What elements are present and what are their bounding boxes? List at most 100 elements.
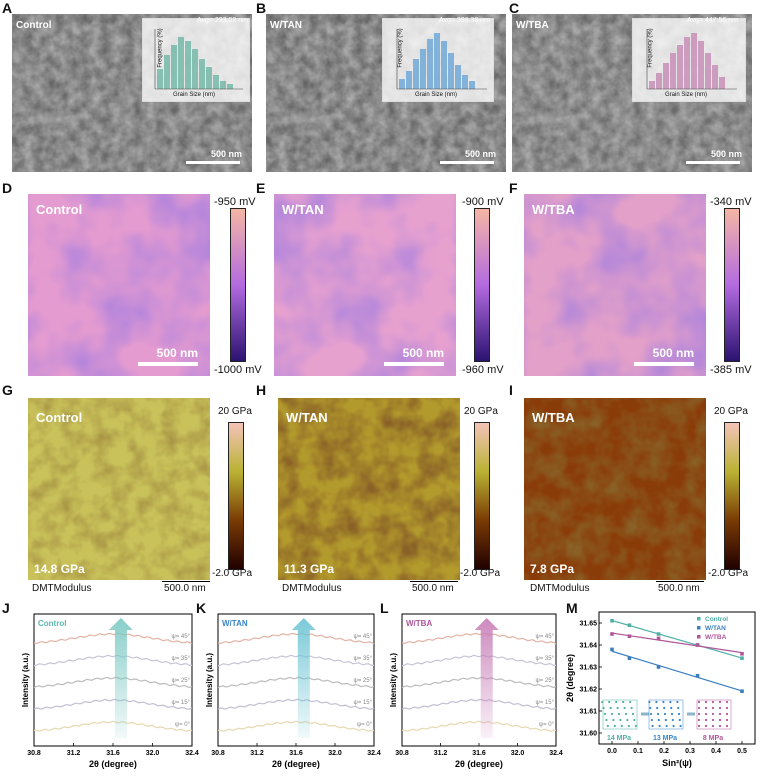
- lattice-atom: [649, 712, 653, 716]
- x-tick-label: 32.0: [511, 750, 525, 757]
- xrd-panel-0: ψ= 45° ψ= 35° ψ= 25° ψ= 15° ψ= 0° Control 30.8…: [21, 613, 199, 769]
- histogram-inset: Frequency (%) Grain Size (nm): [142, 18, 250, 102]
- data-point: [740, 689, 744, 693]
- lattice-sketch: [696, 699, 732, 730]
- kpfm-colorbar: [474, 208, 490, 362]
- xrd-curve: [33, 632, 193, 645]
- colorbar-min: -960 mV: [462, 364, 504, 376]
- lattice-atom: [704, 718, 708, 722]
- data-point: [656, 665, 661, 669]
- histogram-bars: [157, 37, 233, 89]
- psi-label: ψ= 45°: [535, 634, 554, 640]
- x-axis-label: 2θ (degree): [455, 759, 503, 769]
- colorbar-max: -340 mV: [710, 196, 752, 208]
- lattice-atom: [606, 724, 609, 728]
- x-tick-label: 31.2: [250, 750, 264, 757]
- kpfm-map-wtan: W/TAN 500 nm: [274, 194, 456, 376]
- lattice-frame: [696, 699, 732, 730]
- lattice-atom: [671, 718, 674, 722]
- lattice-atom: [704, 700, 708, 704]
- x-tick-label: 31.2: [67, 750, 81, 757]
- lattice-atom: [663, 712, 667, 716]
- y-axis-label: 2θ (degree): [565, 654, 575, 702]
- psi-label: ψ= 45°: [353, 634, 372, 640]
- data-point: [695, 643, 700, 647]
- psi-label: ψ= 15°: [535, 700, 554, 706]
- y-axis-label: Intensity (a.u.): [21, 653, 30, 708]
- scale-bar: [656, 581, 704, 582]
- kpfm-colorbar: [230, 208, 246, 362]
- colorbar-max: 20 GPa: [464, 406, 498, 417]
- modulus-value: 11.3 GPa: [284, 562, 335, 576]
- x-tick-label: 32.4: [549, 750, 563, 757]
- colorbar-max: 20 GPa: [218, 406, 252, 417]
- sem-title: W/TBA: [516, 20, 549, 31]
- histogram-xlabel: Grain Size (nm): [415, 92, 458, 98]
- histogram-bars: [649, 33, 725, 89]
- y-tick-label: 31.60: [579, 731, 597, 738]
- fit-line: [611, 650, 743, 692]
- x-tick-label: 31.6: [472, 750, 486, 757]
- psi-label: ψ= 25°: [353, 678, 372, 684]
- lattice-atom: [704, 706, 708, 710]
- xrd-title: W/TAN: [222, 619, 248, 628]
- lattice-atom: [697, 700, 701, 704]
- fit-line: [611, 619, 743, 659]
- scale-bar: [162, 581, 210, 582]
- lattice-atom: [718, 724, 722, 728]
- lattice-atom: [718, 706, 722, 710]
- kpfm-title: Control: [36, 202, 83, 217]
- y-tick-label: 31.63: [579, 665, 597, 672]
- lattice-atom: [677, 712, 681, 716]
- scale-bar-label: 500.0 nm: [412, 583, 454, 594]
- dmt-label: DMTModulus: [530, 583, 590, 594]
- psi-label: ψ= 35°: [353, 656, 372, 662]
- kpfm-map-wtba: W/TBA 500 nm: [524, 194, 706, 376]
- histogram-xlabel: Grain Size (nm): [173, 92, 216, 98]
- psi-label: ψ= 35°: [535, 656, 554, 662]
- lattice-atom: [605, 718, 608, 722]
- dmt-title: W/TBA: [532, 410, 575, 425]
- data-point: [740, 656, 744, 660]
- panel-letter-a: A: [2, 0, 13, 16]
- lattice-atom: [665, 724, 668, 728]
- lattice-atom: [704, 712, 708, 716]
- sem-image-wtba: W/TBA Frequency (%) Grain Size (nm) Avg=…: [512, 14, 752, 172]
- lattice-sketch: [601, 699, 638, 730]
- histogram-inset: Frequency (%) Grain Size (nm): [632, 18, 746, 102]
- kpfm-map-control: Control 500 nm: [28, 194, 210, 376]
- kpfm-colorbar: [724, 208, 740, 362]
- lattice-atom: [725, 724, 729, 728]
- scale-bar-label: 500 nm: [210, 149, 242, 159]
- x-tick-label: 31.6: [106, 750, 120, 757]
- lattice-atom: [630, 706, 633, 710]
- data-point: [610, 632, 614, 636]
- lattice-atom: [603, 712, 607, 716]
- lattice-atom: [704, 724, 708, 728]
- scale-bar-label: 500 nm: [402, 346, 444, 360]
- data-point: [656, 636, 661, 641]
- panel-letter-h: H: [256, 382, 267, 398]
- lattice-atom: [711, 700, 715, 704]
- panel-letter-l: L: [380, 600, 389, 616]
- lattice-atom: [663, 706, 666, 710]
- x-tick-label: 0.3: [685, 748, 695, 755]
- lattice-atom: [651, 724, 654, 728]
- shift-arrow: [474, 618, 499, 738]
- dmt-label: DMTModulus: [282, 583, 342, 594]
- dmt-map-wtan: W/TAN 11.3 GPa: [278, 398, 460, 580]
- lattice-atom: [610, 712, 614, 716]
- x-tick-label: 32.0: [146, 750, 160, 757]
- dmt-colorbar: [228, 422, 244, 570]
- average-grain-size: Avg= 447.56 nm: [686, 17, 738, 24]
- xrd-curve: [402, 720, 556, 732]
- scale-bar: [686, 161, 740, 164]
- stress-label: 14 MPa: [607, 735, 631, 742]
- data-point: [695, 674, 700, 678]
- xrd-curve: [218, 720, 374, 732]
- x-tick-label: 30.8: [27, 750, 41, 757]
- plot-frame: [401, 613, 557, 747]
- panel-letter-d: D: [2, 180, 13, 196]
- lattice-atom: [658, 724, 661, 728]
- dmt-title: W/TAN: [286, 410, 328, 425]
